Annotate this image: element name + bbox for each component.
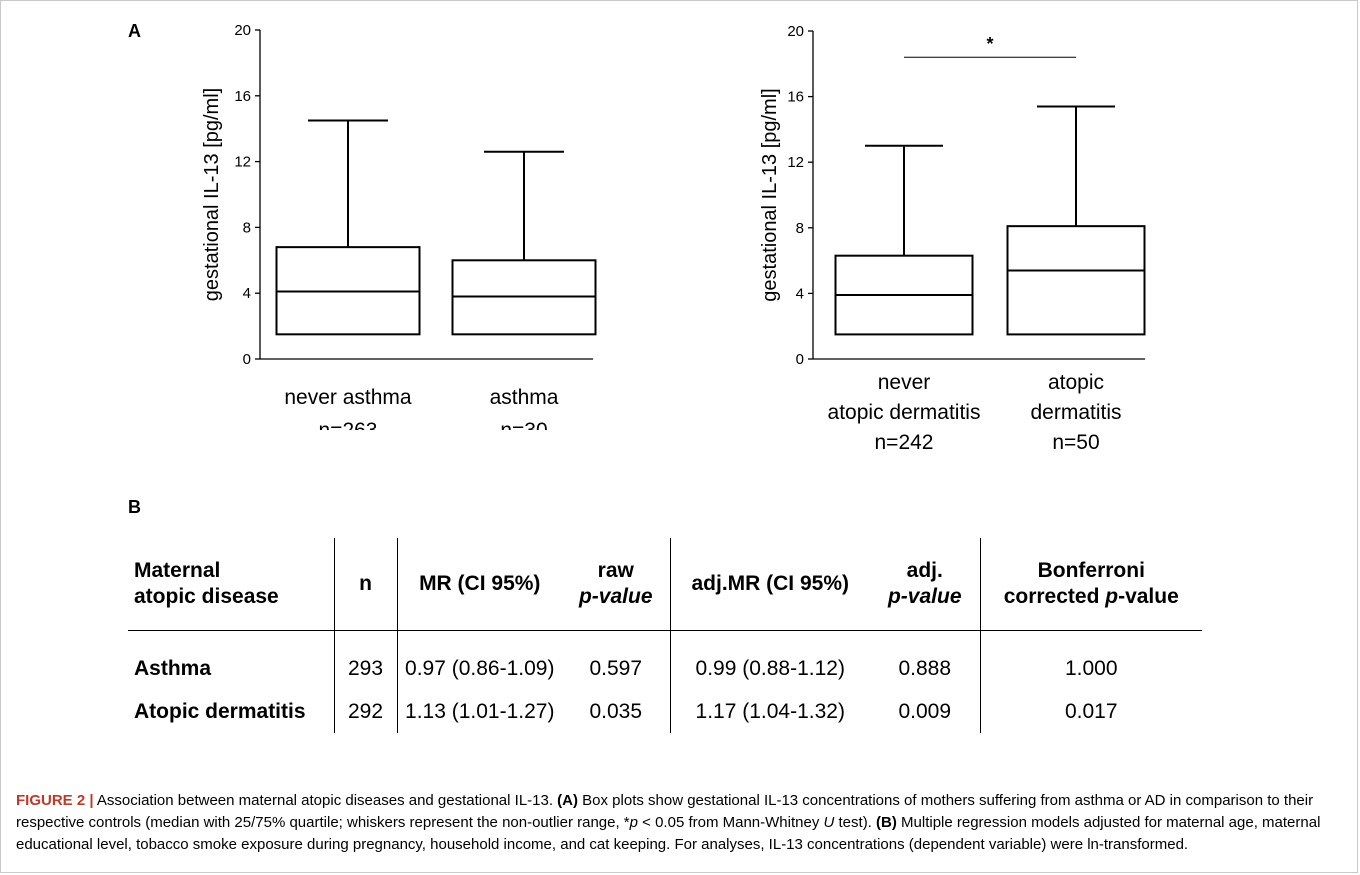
y-tick-label: 4 [796, 285, 804, 302]
cell-bonferroni: 0.017 [979, 691, 1202, 733]
cell-disease: Asthma [134, 657, 212, 680]
header-mr: MR (CI 95%) [396, 538, 562, 631]
cell-mr: 1.13 (1.01-1.27) [396, 691, 562, 733]
cell-raw-p: 0.035 [589, 700, 643, 723]
x-category-label: n=30 [500, 419, 547, 430]
y-tick-label: 12 [787, 154, 804, 171]
caption-marker-a: (A) [557, 792, 578, 809]
y-tick-label: 16 [787, 89, 804, 106]
cell-bonferroni: 1.000 [979, 630, 1202, 691]
x-category-label: never [878, 371, 931, 394]
caption-text-4: test). [834, 814, 877, 831]
y-axis-label: gestational IL-13 [pg/ml] [201, 88, 223, 301]
header-disease-line1: Maternal [134, 559, 221, 582]
y-axis-label: gestational IL-13 [pg/ml] [759, 88, 781, 301]
header-adj-mr: adj.MR (CI 95%) [669, 538, 870, 631]
figure-caption: FIGURE 2 | Association between maternal … [16, 790, 1346, 856]
cell-adj-p: 0.888 [898, 657, 952, 680]
x-category-label: n=263 [319, 419, 378, 430]
y-tick-label: 0 [243, 351, 251, 368]
y-tick-label: 0 [796, 351, 804, 368]
header-raw-p-line2: p-value [562, 584, 670, 610]
y-tick-label: 20 [787, 23, 804, 40]
y-tick-label: 4 [243, 285, 251, 302]
caption-p-italic: p [629, 814, 638, 831]
cell-mr: 0.97 (0.86-1.09) [396, 630, 562, 691]
header-adj-p-line2: p-value [870, 584, 980, 610]
x-category-label: never asthma [284, 386, 412, 409]
caption-marker-b: (B) [876, 814, 897, 831]
header-adj-p-italic: p-value [887, 585, 962, 608]
header-bonf-line1: Bonferroni [1037, 559, 1145, 582]
header-bonf-italic: p [1105, 585, 1119, 608]
caption-text-1: Association between maternal atopic dise… [93, 792, 558, 809]
table-header-row: Maternal atopic disease n MR (CI 95%) ra… [128, 538, 1202, 631]
x-category-label: atopic [1048, 371, 1104, 394]
header-raw-p-italic: p-value [578, 585, 653, 608]
x-category-label: n=242 [875, 431, 934, 454]
caption-label: FIGURE 2 | [16, 792, 94, 809]
header-adj-p-line1: adj. [906, 559, 943, 582]
panel-b-label: B [128, 497, 141, 517]
significance-marker: * [986, 34, 993, 54]
caption-u-italic: U [823, 814, 835, 831]
y-tick-label: 20 [234, 22, 251, 39]
x-category-label: atopic dermatitis [828, 401, 981, 424]
cell-n: 292 [333, 691, 397, 733]
caption-text-2: Box plots show gestational IL-13 concent… [16, 792, 1314, 831]
header-bonf-pre: corrected [1003, 585, 1106, 608]
caption-text-3: < 0.05 from Mann-Whitney [638, 814, 824, 831]
boxplot-atopic-dermatitis: gestational IL-13 [pg/ml] 0 4 8 12 16 20 never a… [759, 23, 1146, 454]
box-iqr [1006, 225, 1146, 336]
header-raw-p: raw p-value [562, 538, 670, 631]
header-bonf-line2: corrected p-value [981, 584, 1203, 610]
x-category-label: asthma [490, 386, 559, 409]
caption-text-5: Multiple regression models adjusted for … [16, 814, 1321, 853]
cell-disease: Atopic dermatitis [134, 700, 306, 723]
cell-adj-p: 0.009 [898, 700, 952, 723]
header-disease: Maternal atopic disease [128, 538, 334, 631]
y-tick-label: 16 [234, 88, 251, 105]
panel-a-label: A [128, 21, 141, 41]
table-row: Atopic dermatitis 292 1.13 (1.01-1.27) 0… [128, 691, 1202, 733]
x-category-label: dermatitis [1030, 401, 1121, 424]
y-tick-label: 8 [243, 219, 251, 236]
boxplot-asthma: gestational IL-13 [pg/ml] 0 4 8 12 16 20 never … [201, 22, 597, 430]
y-tick-label: 12 [234, 154, 251, 171]
y-tick-label: 8 [796, 220, 804, 237]
cell-adj-mr: 0.99 (0.88-1.12) [669, 630, 870, 691]
header-bonf-post: -value [1118, 585, 1179, 608]
header-disease-line2: atopic disease [134, 585, 279, 608]
x-category-label: n=50 [1052, 431, 1099, 454]
header-raw-p-line1: raw [597, 559, 634, 582]
table-row: Asthma 293 0.97 (0.86-1.09) 0.597 0.99 (… [128, 630, 1202, 691]
header-n: n [333, 538, 397, 631]
regression-table: Maternal atopic disease n MR (CI 95%) ra… [128, 538, 1202, 733]
header-bonferroni: Bonferroni corrected p-value [979, 538, 1203, 631]
cell-adj-mr: 1.17 (1.04-1.32) [669, 691, 870, 733]
cell-raw-p: 0.597 [589, 657, 643, 680]
header-adj-p: adj. p-value [870, 538, 980, 631]
cell-n: 293 [333, 630, 397, 691]
